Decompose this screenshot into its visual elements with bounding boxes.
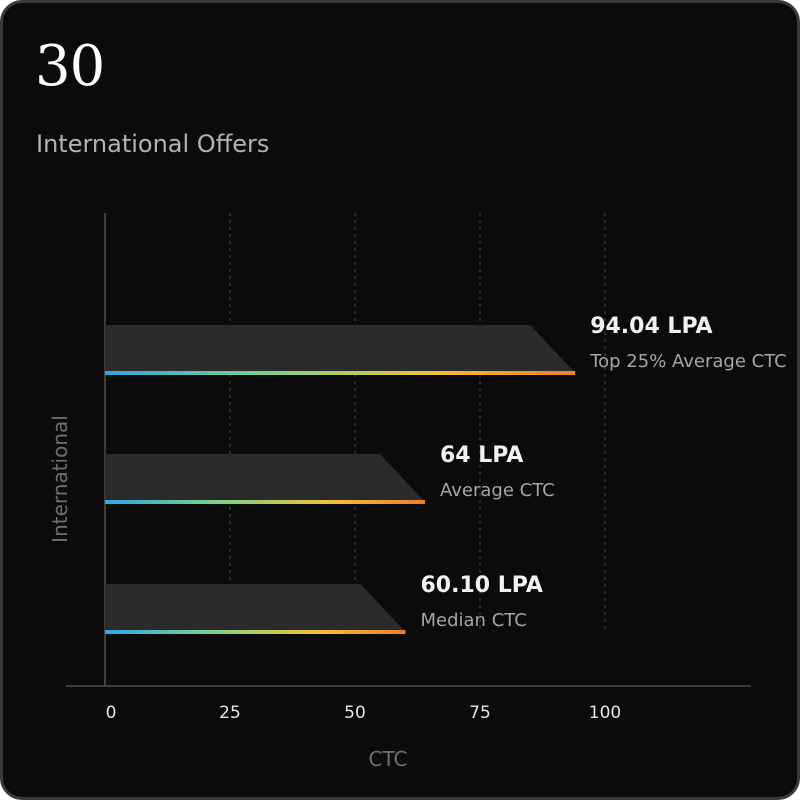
bar-category-label-1: Top 25% Average CTC — [589, 351, 787, 372]
x-axis-title: CTC — [369, 747, 408, 771]
bar-category-label-3: Median CTC — [421, 610, 527, 631]
bar-value-label-3: 60.10 LPA — [421, 573, 543, 598]
bar-line-2 — [105, 500, 425, 504]
y-axis-title: International — [48, 415, 72, 543]
bar-line-1 — [105, 371, 576, 375]
x-tick-25: 25 — [219, 703, 241, 723]
bar-value-label-1: 94.04 LPA — [590, 314, 712, 339]
bar-value-label-2: 64 LPA — [440, 443, 523, 468]
bar-chart: 94.04 LPA Top 25% Average CTC 64 LPA Averag… — [48, 213, 787, 771]
card-subtitle: International Offers — [36, 130, 270, 158]
bar-2 — [105, 454, 425, 502]
bar-category-label-2: Average CTC — [440, 480, 555, 501]
x-tick-labels: 0 25 50 75 100 — [106, 703, 622, 723]
x-tick-0: 0 — [106, 703, 117, 723]
x-tick-100: 100 — [589, 703, 621, 723]
x-tick-50: 50 — [344, 703, 366, 723]
grid-lines — [229, 213, 606, 633]
bars: 94.04 LPA Top 25% Average CTC 64 LPA Averag… — [105, 314, 787, 634]
x-tick-75: 75 — [469, 703, 491, 723]
bar-3 — [105, 584, 406, 632]
bar-line-3 — [105, 630, 406, 634]
bar-1 — [105, 325, 576, 373]
offer-count: 30 — [35, 34, 105, 99]
